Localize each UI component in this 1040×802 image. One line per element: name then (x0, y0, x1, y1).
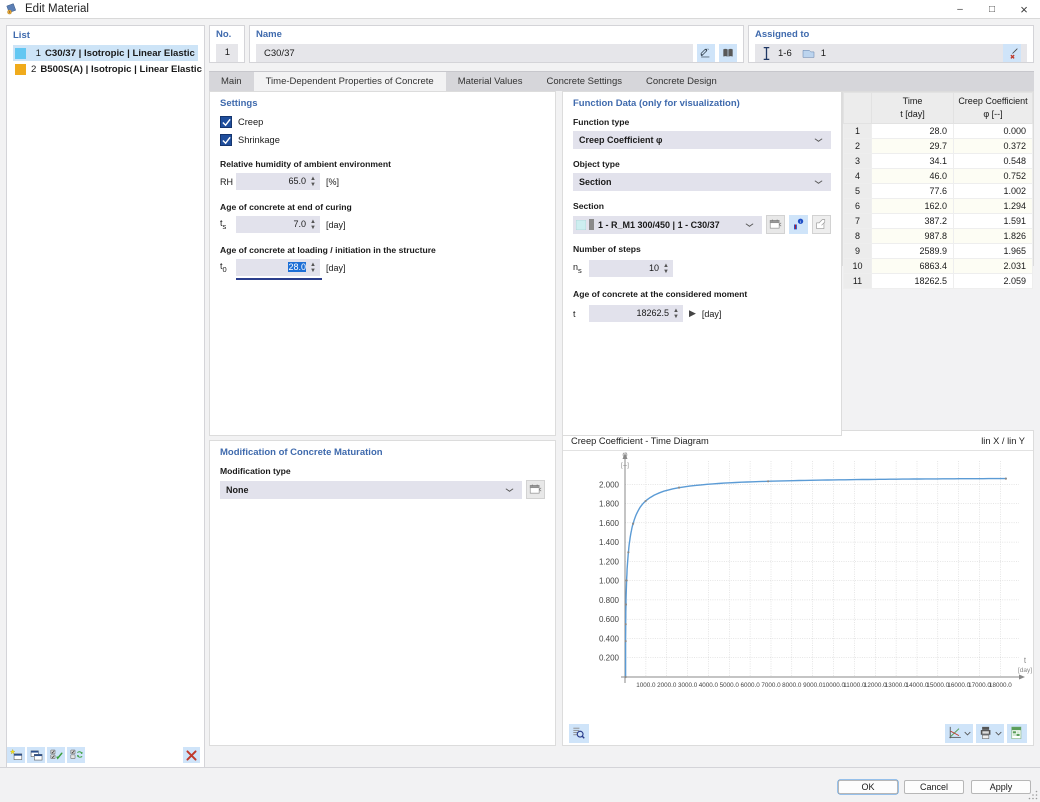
svg-text:4000.0: 4000.0 (699, 682, 719, 689)
svg-text:18000.0: 18000.0 (989, 682, 1012, 689)
svg-text:φ: φ (622, 451, 627, 459)
svg-text:[--]: [--] (621, 462, 629, 469)
svg-text:0.400: 0.400 (599, 635, 620, 644)
svg-text:0.800: 0.800 (599, 596, 620, 605)
svg-text:1.400: 1.400 (599, 538, 620, 547)
svg-text:10000.0: 10000.0 (822, 682, 845, 689)
svg-text:1000.0: 1000.0 (636, 682, 656, 689)
svg-text:12000.0: 12000.0 (864, 682, 887, 689)
svg-text:7000.0: 7000.0 (761, 682, 781, 689)
svg-text:14000.0: 14000.0 (906, 682, 929, 689)
svg-text:16000.0: 16000.0 (947, 682, 970, 689)
svg-text:I: I (795, 224, 797, 231)
svg-text:1.800: 1.800 (599, 500, 620, 509)
svg-text:17000.0: 17000.0 (968, 682, 991, 689)
svg-text:i: i (800, 219, 801, 224)
svg-text:0.600: 0.600 (599, 615, 620, 624)
svg-text:1.200: 1.200 (599, 557, 620, 566)
svg-text:1.000: 1.000 (599, 577, 620, 586)
svg-text:5000.0: 5000.0 (720, 682, 740, 689)
svg-text:1.600: 1.600 (599, 519, 620, 528)
svg-text:11000.0: 11000.0 (843, 682, 866, 689)
svg-text:3000.0: 3000.0 (678, 682, 698, 689)
svg-text:[day]: [day] (1018, 667, 1032, 674)
svg-text:6000.0: 6000.0 (740, 682, 760, 689)
svg-text:15000.0: 15000.0 (926, 682, 949, 689)
svg-text:13000.0: 13000.0 (885, 682, 908, 689)
svg-text:2.000: 2.000 (599, 480, 620, 489)
svg-text:8000.0: 8000.0 (782, 682, 802, 689)
svg-text:0.200: 0.200 (599, 654, 620, 663)
svg-text:9000.0: 9000.0 (803, 682, 823, 689)
svg-text:t: t (1024, 656, 1027, 665)
svg-text:2000.0: 2000.0 (657, 682, 677, 689)
